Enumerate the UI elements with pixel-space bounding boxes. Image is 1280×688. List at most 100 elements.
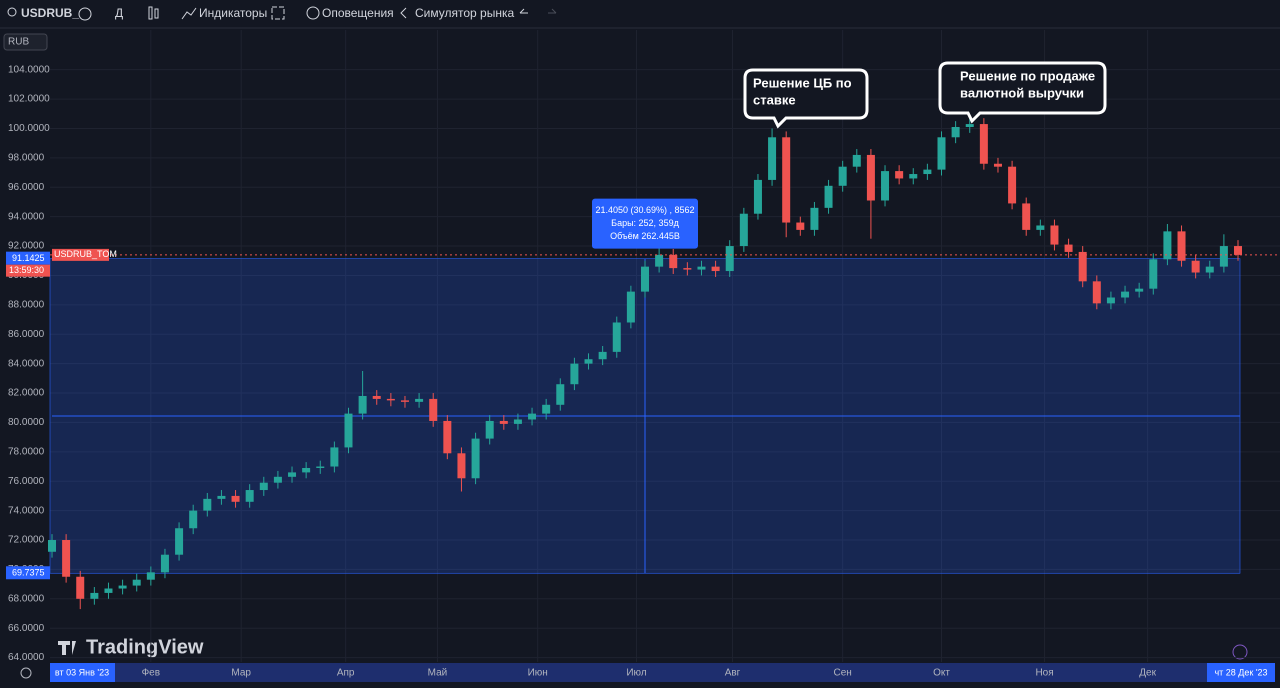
candle-body <box>739 213 748 247</box>
search-icon[interactable] <box>7 7 17 17</box>
callout <box>743 68 869 129</box>
symbol-label: USDRUB_TOM <box>54 249 117 259</box>
candle-body <box>528 413 537 420</box>
candle-body <box>1008 166 1017 204</box>
range-bottom-tag <box>6 566 50 580</box>
y-tick-label: 100.0000 <box>8 123 50 134</box>
candle-body <box>612 322 621 352</box>
candle-body <box>104 588 113 593</box>
candle-body <box>344 413 353 448</box>
x-tick-label: Май <box>428 668 448 679</box>
brand-logo <box>58 641 76 655</box>
candle-body <box>372 395 381 399</box>
candle-body <box>175 528 184 555</box>
currency[interactable]: RUB <box>8 37 29 48</box>
candle-body <box>485 420 494 439</box>
currency-select[interactable] <box>3 33 48 51</box>
candle-body <box>118 585 127 589</box>
candle-body <box>1050 225 1059 245</box>
candle-body <box>852 154 861 167</box>
candle-body <box>1191 260 1200 273</box>
y-tick-label: 72.0000 <box>8 535 45 546</box>
y-tick-label: 82.0000 <box>8 388 45 399</box>
callout-text: Решение по продаже <box>960 68 1095 83</box>
layout-icon[interactable] <box>271 6 285 20</box>
x-tick-label: Июн <box>528 668 548 679</box>
alert-icon[interactable] <box>306 6 320 20</box>
candle-body <box>866 154 875 201</box>
y-tick-label: 74.0000 <box>8 505 45 516</box>
candle-body <box>993 163 1002 167</box>
indicator-icon[interactable] <box>181 7 197 20</box>
candle-body <box>160 554 169 573</box>
candle-body <box>937 137 946 170</box>
candle-body <box>513 419 522 424</box>
candle-body <box>1092 281 1101 304</box>
candle-body <box>1022 203 1031 230</box>
candle-body <box>330 447 339 467</box>
y-tick-label: 64.0000 <box>8 652 45 663</box>
menu-item[interactable]: Оповещения <box>322 6 394 20</box>
candle-body <box>895 171 904 179</box>
brand: TradingView <box>86 636 204 658</box>
candle-body <box>1177 231 1186 261</box>
candle-icon[interactable] <box>154 8 159 19</box>
range-bottom-label: 69.7375 <box>12 568 45 578</box>
candle-body <box>217 495 226 499</box>
y-tick-label: 104.0000 <box>8 64 50 75</box>
x-tick-label: Апр <box>337 668 355 679</box>
candle-body <box>810 207 819 230</box>
candle-body <box>203 498 212 511</box>
countdown: 13:59:30 <box>9 265 44 275</box>
x-tick-label: Авг <box>725 668 741 679</box>
candle-body <box>796 222 805 230</box>
menu-item[interactable]: Симулятор рынка <box>415 6 514 20</box>
callout-text: ставке <box>753 92 796 107</box>
candle-body <box>881 171 890 201</box>
candle-body <box>1135 288 1144 292</box>
candle-body <box>1078 251 1087 282</box>
candle-body <box>146 572 155 580</box>
candle-body <box>415 398 424 402</box>
candle-body <box>443 420 452 454</box>
candle-body <box>273 476 282 483</box>
candle-body <box>965 124 974 128</box>
candle-body <box>1064 244 1073 252</box>
candle-body <box>429 398 438 421</box>
candle-body <box>259 482 268 491</box>
candle-body <box>1205 266 1214 273</box>
flash-icon[interactable] <box>1232 644 1248 660</box>
redo-icon[interactable] <box>548 8 557 14</box>
candle-icon[interactable] <box>148 6 153 20</box>
y-tick-label: 102.0000 <box>8 94 50 105</box>
candle-body <box>711 266 720 272</box>
candle-body <box>1106 297 1115 304</box>
x-tick-label: Дек <box>1139 668 1156 679</box>
x-tick-label: Июл <box>626 668 646 679</box>
candle-body <box>302 467 311 473</box>
interval[interactable]: Д <box>115 6 123 20</box>
x-end-label: чт 28 Дек '23 <box>1214 667 1267 677</box>
replay-icon[interactable] <box>400 7 407 19</box>
candle-body <box>584 359 593 364</box>
add-icon[interactable] <box>78 7 92 21</box>
candle-body <box>725 246 734 272</box>
undo-icon[interactable] <box>519 8 528 14</box>
candle-body <box>90 592 99 599</box>
callout-text: валютной выручки <box>960 85 1084 100</box>
x-tick-label: Мар <box>231 668 251 679</box>
candle-body <box>132 579 141 586</box>
candle-body <box>951 127 960 138</box>
candle-body <box>824 185 833 208</box>
callout <box>938 61 1107 124</box>
y-tick-label: 84.0000 <box>8 358 45 369</box>
y-tick-label: 94.0000 <box>8 211 45 222</box>
candle-body <box>358 395 367 414</box>
x-start-tag <box>50 663 115 682</box>
symbol[interactable]: USDRUB_ <box>21 6 79 20</box>
settings-icon[interactable] <box>20 667 32 679</box>
candle-body <box>231 495 240 502</box>
menu-item[interactable]: Индикаторы <box>199 6 267 20</box>
y-tick-label: 88.0000 <box>8 299 45 310</box>
